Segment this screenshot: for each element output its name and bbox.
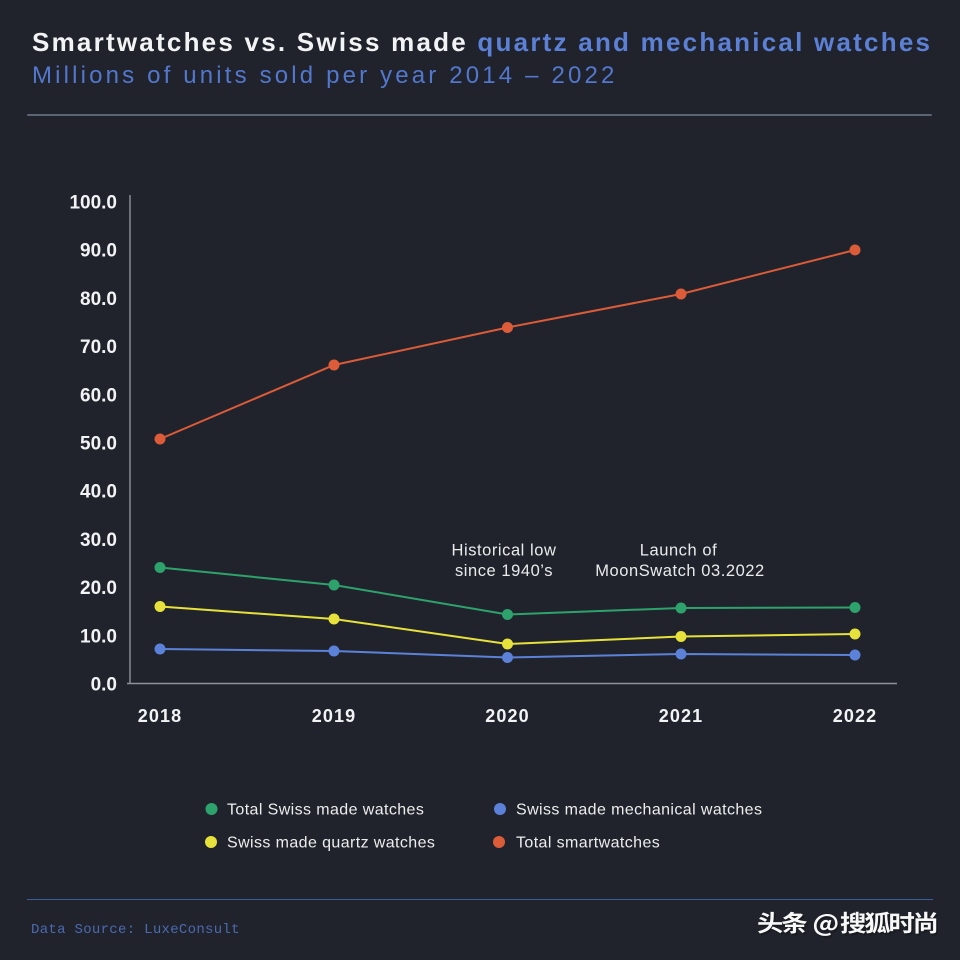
svg-text:since 1940’s: since 1940’s [455, 562, 553, 580]
svg-text:Launch of: Launch of [640, 542, 717, 560]
svg-text:Swiss made quartz watches: Swiss made quartz watches [227, 835, 435, 852]
svg-text:2022: 2022 [833, 706, 877, 726]
svg-text:40.0: 40.0 [80, 482, 117, 503]
svg-text:2018: 2018 [138, 706, 182, 726]
svg-text:50.0: 50.0 [80, 434, 117, 455]
svg-text:20.0: 20.0 [80, 578, 117, 599]
svg-text:90.0: 90.0 [80, 241, 117, 262]
svg-text:Swiss made mechanical watches: Swiss made mechanical watches [516, 802, 762, 819]
svg-text:0.0: 0.0 [91, 675, 117, 696]
svg-text:60.0: 60.0 [80, 385, 117, 406]
svg-text:Historical low: Historical low [452, 542, 557, 560]
svg-text:2020: 2020 [485, 706, 529, 726]
svg-text:Total Swiss made watches: Total Swiss made watches [227, 802, 424, 819]
svg-text:MoonSwatch 03.2022: MoonSwatch 03.2022 [595, 562, 765, 580]
svg-text:2021: 2021 [659, 706, 703, 726]
svg-text:80.0: 80.0 [80, 289, 117, 310]
svg-text:2019: 2019 [312, 706, 356, 726]
svg-text:70.0: 70.0 [80, 337, 117, 358]
svg-text:10.0: 10.0 [80, 626, 117, 647]
svg-text:100.0: 100.0 [69, 193, 117, 214]
svg-text:30.0: 30.0 [80, 530, 117, 551]
svg-text:Total smartwatches: Total smartwatches [516, 835, 660, 852]
